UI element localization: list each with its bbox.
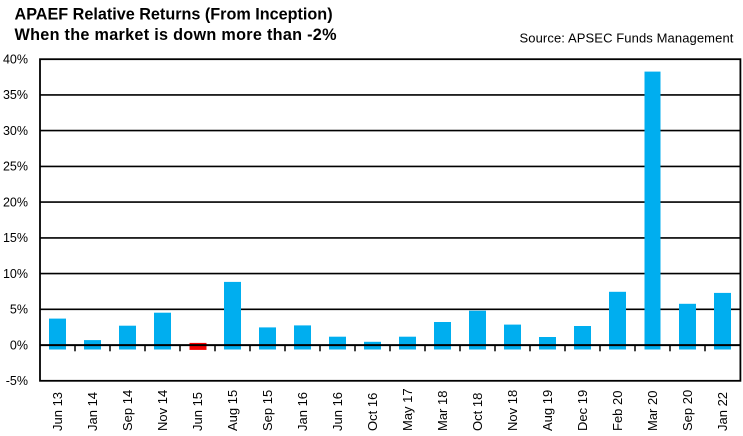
- svg-text:0%: 0%: [10, 338, 28, 352]
- svg-text:Jun 16: Jun 16: [330, 392, 345, 431]
- svg-text:Jun 15: Jun 15: [190, 392, 205, 431]
- svg-text:Dec 19: Dec 19: [575, 390, 590, 431]
- svg-text:5%: 5%: [10, 303, 28, 317]
- svg-text:Sep 20: Sep 20: [680, 390, 695, 431]
- svg-text:Oct 16: Oct 16: [365, 393, 380, 431]
- svg-text:Source: APSEC Funds Management: Source: APSEC Funds Management: [519, 31, 733, 46]
- svg-text:Nov 18: Nov 18: [505, 390, 520, 431]
- svg-text:20%: 20%: [3, 195, 28, 209]
- svg-text:Aug 15: Aug 15: [225, 390, 240, 431]
- svg-text:Sep 14: Sep 14: [120, 390, 135, 431]
- svg-text:May 17: May 17: [400, 388, 415, 431]
- svg-text:Feb 20: Feb 20: [610, 391, 625, 431]
- svg-text:35%: 35%: [3, 88, 28, 102]
- svg-text:Jan 14: Jan 14: [85, 392, 100, 431]
- svg-text:Jan 22: Jan 22: [715, 392, 730, 431]
- svg-text:30%: 30%: [3, 124, 28, 138]
- svg-text:-5%: -5%: [6, 374, 28, 388]
- svg-text:Jan 16: Jan 16: [295, 392, 310, 431]
- svg-text:APAEF Relative Returns (From I: APAEF Relative Returns (From Inception): [15, 5, 333, 23]
- svg-text:Aug 19: Aug 19: [540, 390, 555, 431]
- svg-text:Mar 20: Mar 20: [645, 391, 660, 431]
- svg-text:Sep 15: Sep 15: [260, 390, 275, 431]
- svg-text:10%: 10%: [3, 267, 28, 281]
- svg-text:15%: 15%: [3, 231, 28, 245]
- svg-text:Mar 18: Mar 18: [435, 391, 450, 431]
- svg-text:Jun 13: Jun 13: [50, 392, 65, 431]
- svg-text:25%: 25%: [3, 160, 28, 174]
- svg-text:When the market is down more t: When the market is down more than -2%: [15, 26, 337, 44]
- svg-text:Nov 14: Nov 14: [155, 390, 170, 431]
- svg-text:40%: 40%: [3, 53, 28, 67]
- svg-text:Oct 18: Oct 18: [470, 393, 485, 431]
